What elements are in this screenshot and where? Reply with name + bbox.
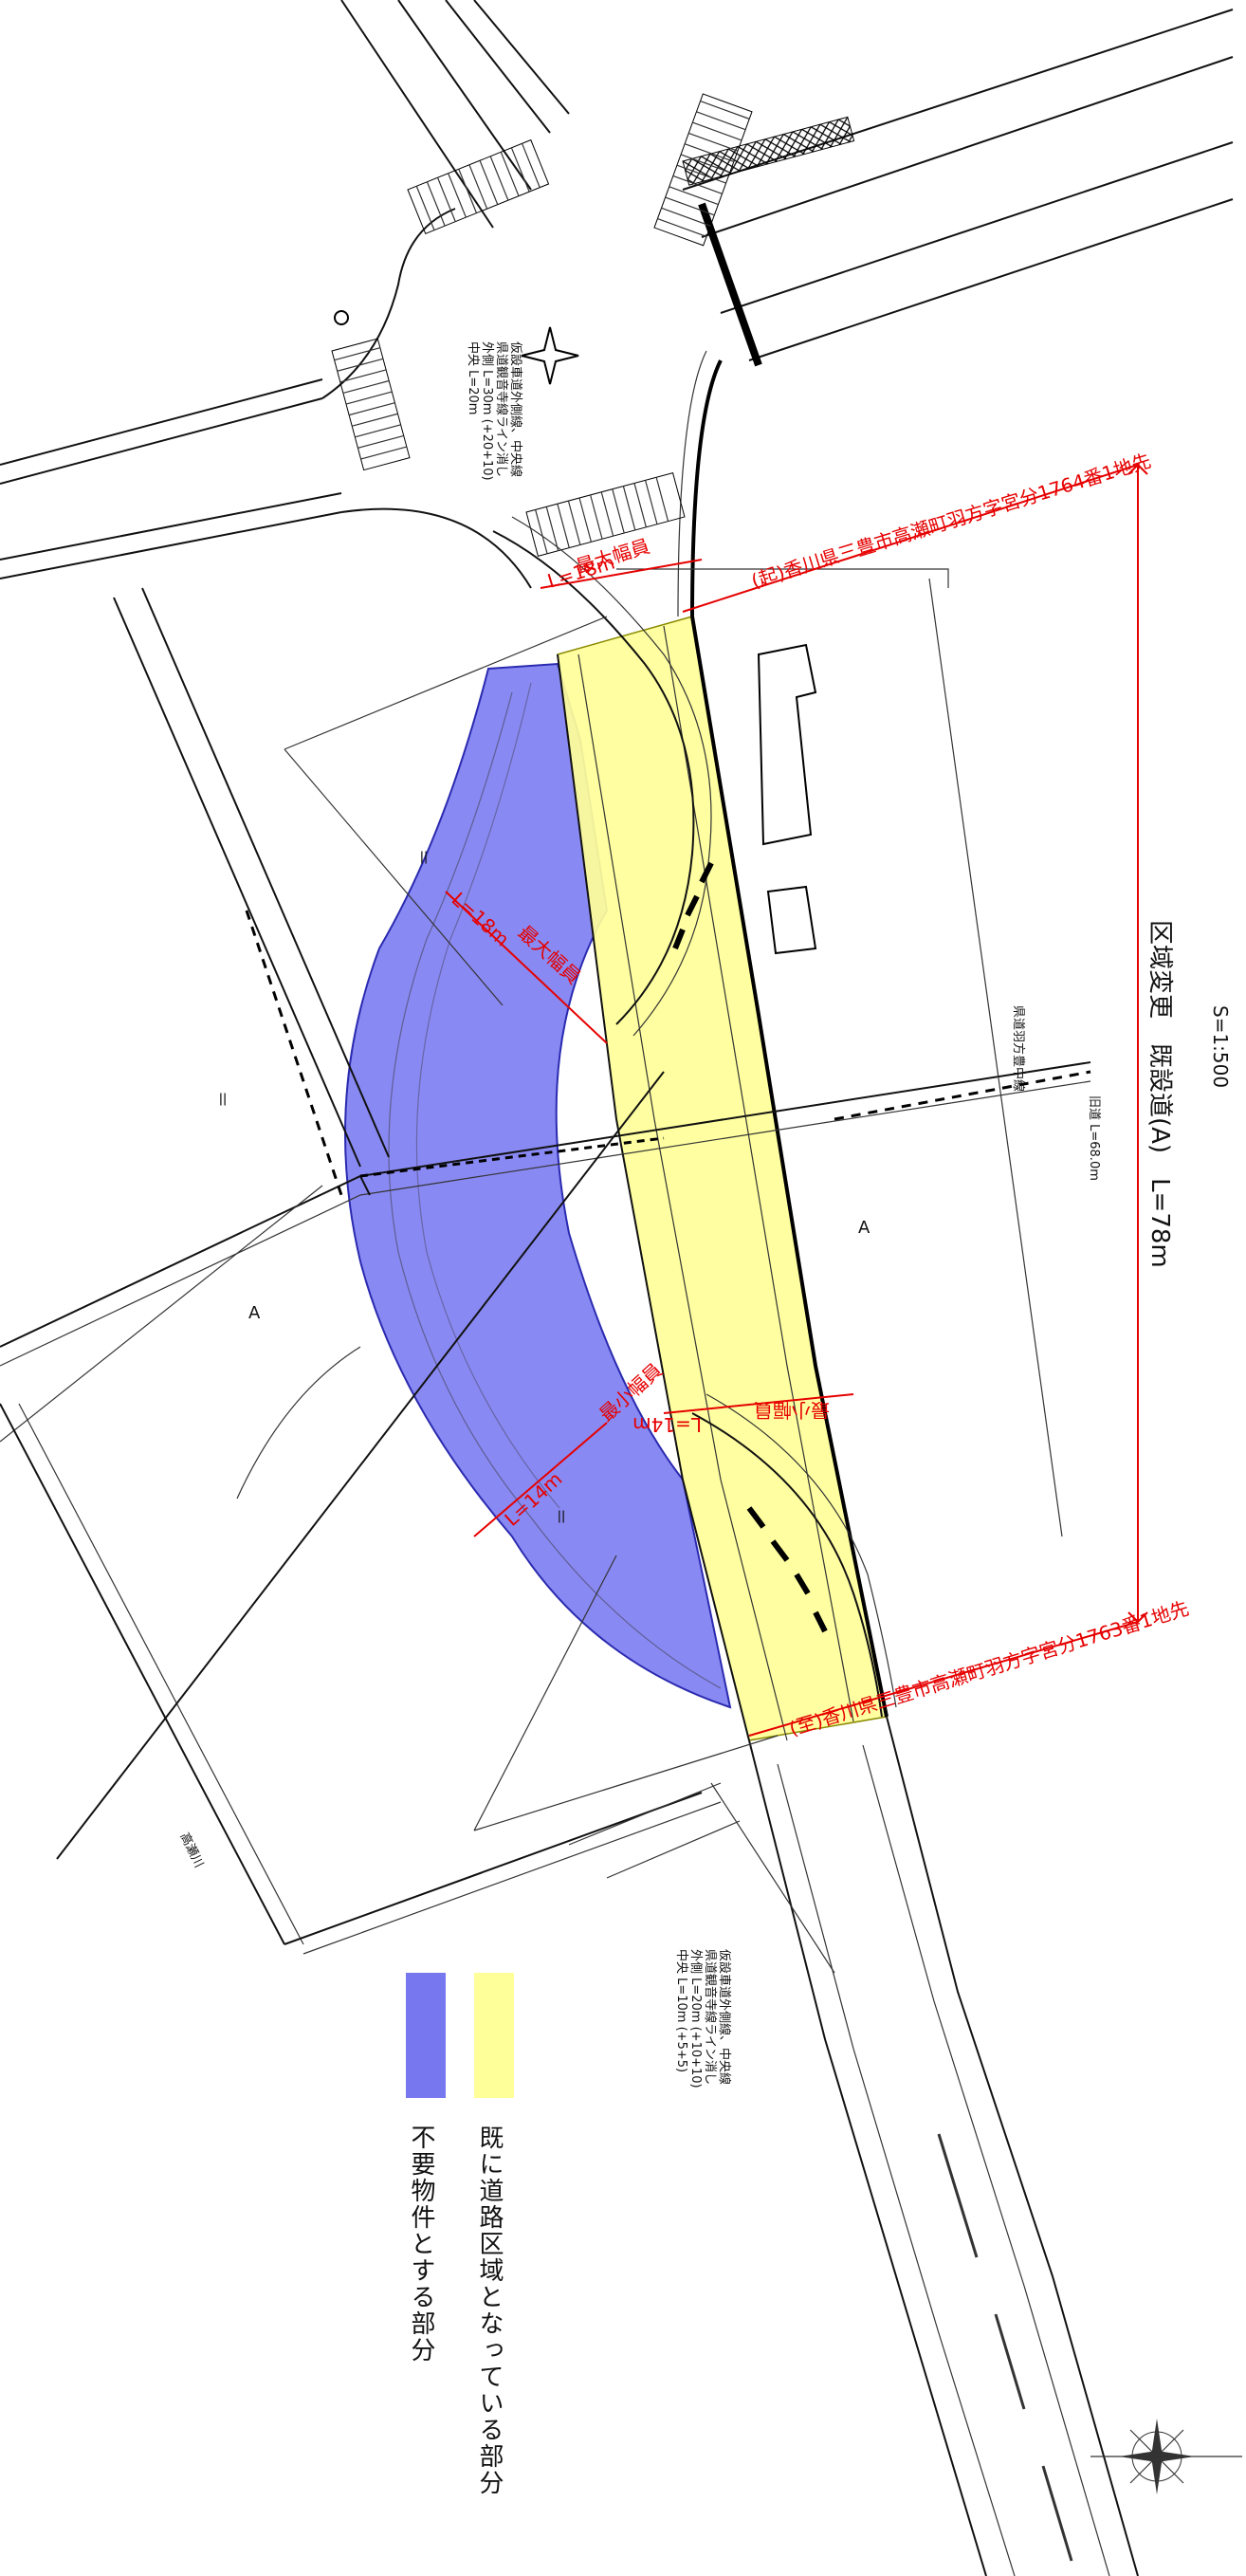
legend-label-yellow: 既に道路区域となっている部分 (475, 2125, 504, 2496)
road-label-1: 県道羽方豊中線 (1011, 1005, 1026, 1092)
section-marker-a-1: A (248, 1303, 261, 1323)
road-label-3: 高瀬川 (176, 1831, 206, 1870)
section-marker-a-2: A (858, 1218, 870, 1238)
upper-note-2: 県道観音寺線ライン消し (494, 341, 509, 477)
upper-note-3: 外側 L=30m (+20+10) (480, 341, 494, 481)
road-label-2: 旧道 L=68.0m (1087, 1095, 1101, 1181)
upper-note-1: 仮設車道外側線、中央線 (508, 341, 523, 477)
equals-mark-1: ＝ (211, 1091, 231, 1108)
lower-note-4: 中央 L=10m (+5+5) (674, 1949, 688, 2072)
start-point-label: (起)香川県三豊市高瀬町羽方字宮分1764番1地先 (748, 449, 1153, 592)
drawing-title: 区域変更 既設道(A) L=78m (1145, 920, 1174, 1268)
legend-label-blue: 不要物件とする部分 (407, 2125, 435, 2364)
compass-icon (1090, 2419, 1242, 2494)
min-width-label-1: 最小幅員 (754, 1399, 830, 1422)
cross-roads (0, 310, 1091, 1974)
crosswalks (331, 93, 753, 557)
scale-label: S=1:500 (1209, 1005, 1232, 1088)
equals-mark-3: ＝ (550, 1508, 570, 1525)
lower-note-3: 外側 L=20m (+10+10) (688, 1949, 703, 2088)
width-value-2: L=14m (632, 1413, 702, 1436)
lower-note-1: 仮設車道外側線、中央線 (717, 1949, 732, 2085)
signal-symbol-icon (521, 326, 579, 385)
upper-note-4: 中央 L=20m (466, 341, 480, 414)
blue-area-unneeded (344, 662, 732, 1709)
intersection-roads (0, 0, 1234, 617)
lower-note-2: 県道観音寺線ライン消し (703, 1949, 718, 2085)
equals-mark-2: ＝ (412, 849, 432, 866)
legend-swatch-yellow (474, 1973, 514, 2098)
legend-swatch-blue (406, 1973, 446, 2098)
red-dimension-lines (445, 463, 1148, 1737)
main-road (492, 516, 1139, 2576)
